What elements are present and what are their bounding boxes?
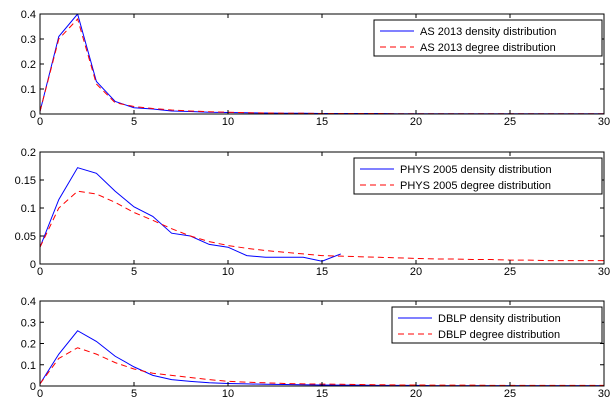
y-tick-label: 0.2 <box>21 59 36 71</box>
x-tick-label: 30 <box>598 116 610 128</box>
y-tick-label: 0.1 <box>21 84 36 96</box>
x-tick-label: 10 <box>222 266 234 278</box>
x-tick-label: 20 <box>410 388 422 400</box>
y-tick-label: 0.2 <box>21 147 36 159</box>
subplot-2: 0 5 10 15 20 25 30 0 0.05 0.1 0.15 0.2 PHYS 2005 den… <box>15 147 611 278</box>
legend-box <box>353 157 603 195</box>
x-tick-label: 25 <box>504 388 516 400</box>
y-tick-label: 0.1 <box>21 203 36 215</box>
legend-label: PHYS 2005 degree distribution <box>400 180 551 192</box>
legend-label: PHYS 2005 density distribution <box>400 164 552 176</box>
y-tick-label: 0 <box>30 381 36 393</box>
x-tick-label: 0 <box>37 266 43 278</box>
y-tick-label: 0.15 <box>15 175 36 187</box>
legend-label: DBLP degree distribution <box>438 329 560 341</box>
x-tick-label: 5 <box>131 266 137 278</box>
subplot-1: 0 5 10 15 20 25 30 0 0.1 0.2 0.3 0.4 AS 2013 density… <box>21 9 610 128</box>
legend-box <box>391 306 603 344</box>
legend-box <box>373 19 603 57</box>
subplot-3: 0 5 10 15 20 25 30 0 0.1 0.2 0.3 0.4 DBLP density di… <box>21 296 610 400</box>
x-tick-label: 20 <box>410 116 422 128</box>
x-tick-label: 5 <box>131 388 137 400</box>
y-tick-label: 0 <box>30 109 36 121</box>
x-tick-label: 25 <box>504 266 516 278</box>
y-tick-label: 0.4 <box>21 9 36 21</box>
y-tick-label: 0.1 <box>21 360 36 372</box>
legend: DBLP density distribution DBLP degree dis… <box>391 306 603 344</box>
x-tick-label: 20 <box>410 266 422 278</box>
x-tick-label: 0 <box>37 116 43 128</box>
x-tick-label: 15 <box>316 388 328 400</box>
x-tick-label: 10 <box>222 116 234 128</box>
x-tick-label: 0 <box>37 388 43 400</box>
y-tick-label: 0.3 <box>21 34 36 46</box>
x-tick-label: 10 <box>222 388 234 400</box>
y-tick-label: 0 <box>30 259 36 271</box>
legend-label: AS 2013 degree distribution <box>420 42 556 54</box>
x-tick-label: 15 <box>316 116 328 128</box>
y-tick-label: 0.3 <box>21 317 36 329</box>
x-tick-label: 30 <box>598 388 610 400</box>
legend-label: AS 2013 density distribution <box>420 26 556 38</box>
legend: PHYS 2005 density distribution PHYS 2005 … <box>353 157 603 195</box>
x-tick-label: 30 <box>598 266 610 278</box>
x-tick-label: 15 <box>316 266 328 278</box>
y-tick-label: 0.4 <box>21 296 36 308</box>
legend: AS 2013 density distribution AS 2013 degr… <box>373 19 603 57</box>
legend-label: DBLP density distribution <box>438 313 561 325</box>
x-tick-label: 25 <box>504 116 516 128</box>
x-tick-label: 5 <box>131 116 137 128</box>
y-tick-label: 0.2 <box>21 339 36 351</box>
y-tick-label: 0.05 <box>15 231 36 243</box>
